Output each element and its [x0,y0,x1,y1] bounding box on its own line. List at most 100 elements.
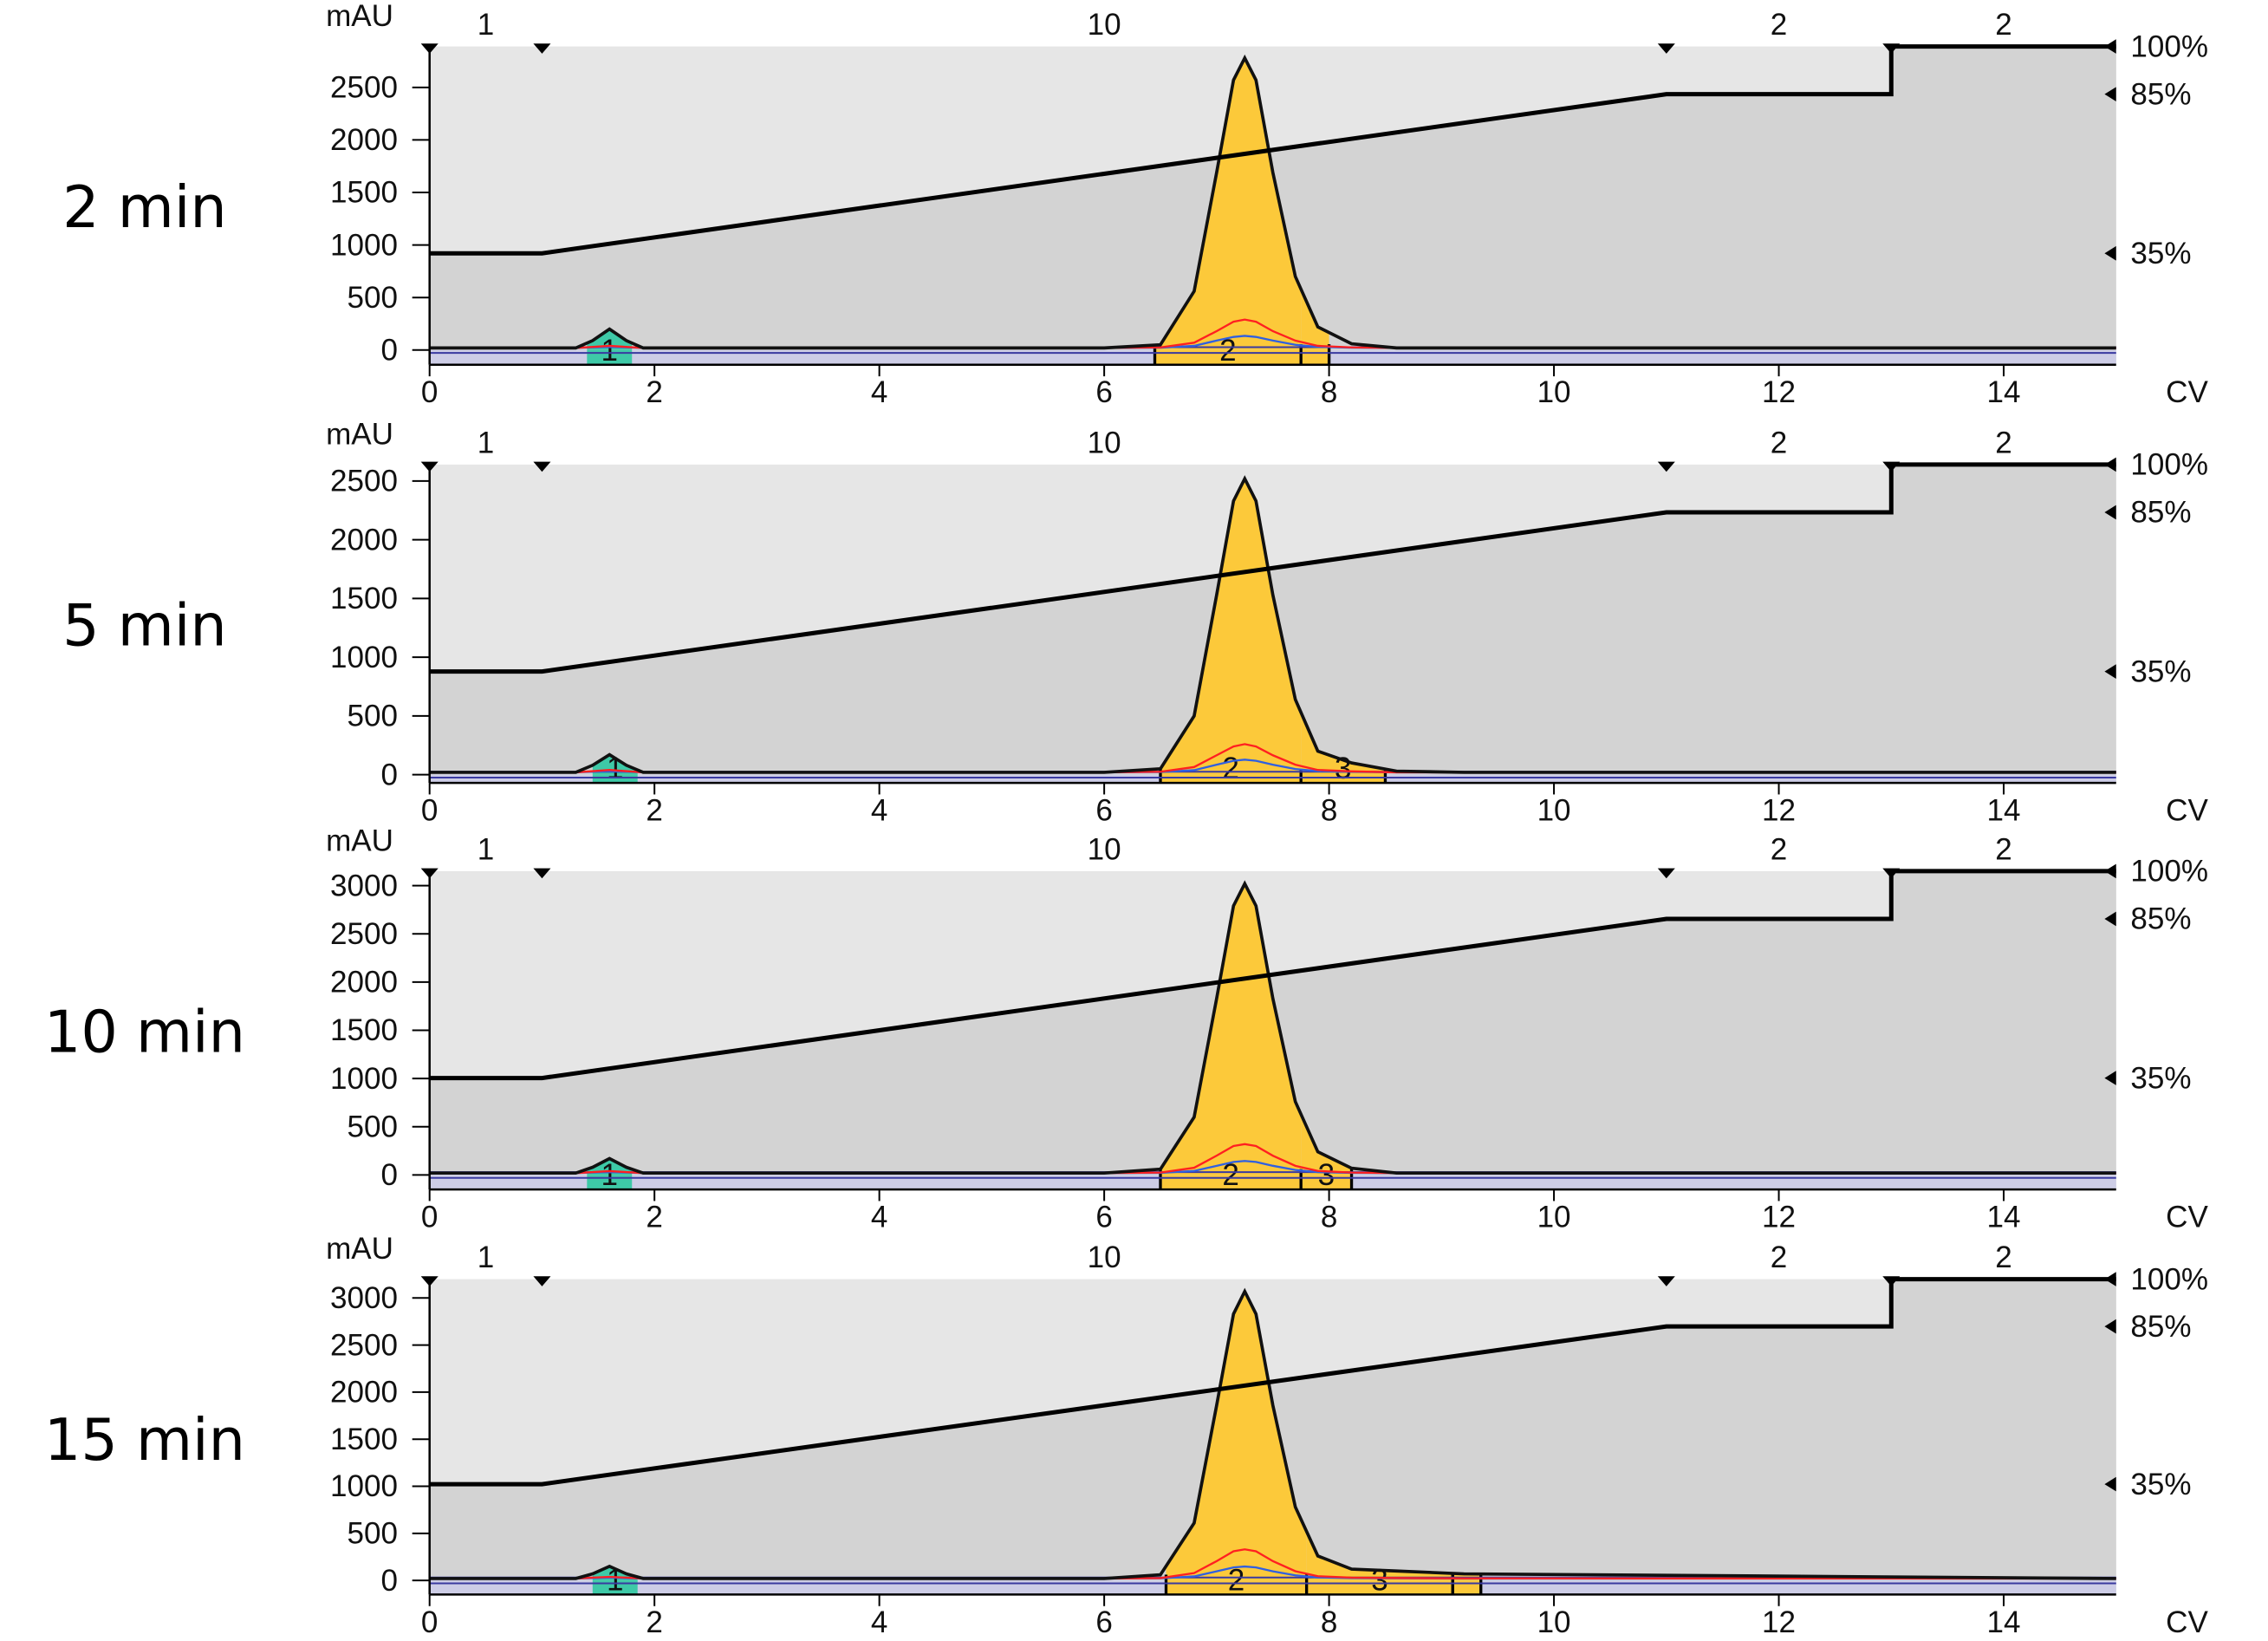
y-tick-label: 2000 [330,123,398,157]
segment-label: 1 [478,8,494,42]
segment-label: 2 [1771,1241,1787,1274]
uv-trace [429,475,2116,774]
y-axis-label: mAU [326,0,393,33]
fraction-label: 2 [1228,1563,1244,1597]
y2-tick-label: 35% [2130,237,2191,270]
fraction-label: 1 [601,1158,618,1192]
y-tick-label: 1000 [330,1062,398,1096]
y2-tick [2104,863,2116,879]
y2-tick-label: 85% [2130,496,2191,530]
y2-tick [2104,505,2116,520]
segment-marker [1882,1276,1901,1286]
uv-trace [429,1287,2116,1580]
y-tick-label: 2000 [330,1376,398,1410]
y2-tick-label: 100% [2130,855,2208,889]
y2-tick [2104,1476,2116,1492]
x-tick-label: 10 [1537,1200,1571,1234]
peak-fill [1301,712,1386,775]
fraction-bar [1301,774,1386,784]
x-tick-label: 10 [1537,1605,1571,1639]
row-label: 2 min [62,173,227,241]
x-tick-label: 12 [1762,793,1796,827]
y-tick-label: 0 [380,1158,397,1192]
segment-marker [533,43,551,54]
uv-trace [429,318,2116,349]
segment-label: 10 [1088,833,1121,867]
x-tick-label: 14 [1987,1605,2021,1639]
peak-fill [1301,1114,1352,1175]
x-tick-label: 12 [1762,1605,1796,1639]
gradient-line [429,869,2116,1081]
peak-fill [1160,883,1302,1175]
y2-tick-label: 35% [2130,654,2191,688]
y-tick-label: 0 [380,758,397,791]
y2-tick-label: 35% [2130,1468,2191,1501]
uv-trace [429,743,2116,774]
y-tick-label: 3000 [330,1281,398,1315]
x-tick-label: 8 [1321,375,1337,409]
segment-marker [1657,1276,1675,1286]
x-tick-label: 2 [646,1605,662,1639]
segment-label: 2 [1995,427,2011,460]
y-tick-label: 2000 [330,966,398,1000]
y2-tick [2104,1319,2116,1334]
y2-tick [2104,664,2116,679]
y-tick-label: 500 [348,1110,398,1143]
x-tick-label: 14 [1987,793,2021,827]
segment-label: 10 [1088,8,1121,42]
segment-label: 10 [1088,1241,1121,1274]
y2-tick [2104,245,2116,261]
y2-tick-label: 85% [2130,1310,2191,1344]
segment-marker [533,868,551,879]
y-tick-label: 1500 [330,582,398,615]
x-tick-label: 2 [646,793,662,827]
y2-tick [2104,457,2116,472]
segment-label: 2 [1995,8,2011,42]
x-tick-label: 4 [871,1605,887,1639]
y-tick-label: 2000 [330,523,398,557]
x-tick-label: 14 [1987,375,2021,409]
x-axis-label: CV [2166,375,2208,409]
peak-fill [587,329,633,350]
y2-tick [2104,87,2116,102]
peak-fill [1306,1531,1453,1581]
segment-label: 2 [1771,8,1787,42]
y-tick-label: 2500 [330,465,398,498]
y-tick-label: 1500 [330,1013,398,1047]
fraction-label: 2 [1219,334,1236,368]
segment-marker [420,43,439,54]
segment-label: 10 [1088,427,1121,460]
peak-fill [1160,479,1302,775]
uv-trace [429,54,2116,350]
x-tick-label: 0 [421,375,438,409]
x-axis-label: CV [2166,1200,2208,1234]
segment-marker [1657,43,1675,54]
fraction-label: 1 [601,334,618,368]
segment-label: 2 [1771,833,1787,867]
x-tick-label: 8 [1321,1200,1337,1234]
segment-marker [1882,461,1901,472]
peak-fill [1301,289,1329,350]
fraction-label: 2 [1222,752,1238,785]
x-tick-label: 0 [421,793,438,827]
y-tick-label: 0 [380,1564,397,1598]
y2-tick [2104,39,2116,54]
uv-trace [429,1143,2116,1175]
fraction-label: 3 [1371,1563,1387,1597]
y-axis-label: mAU [326,1232,393,1266]
y-tick-label: 2500 [330,71,398,105]
y2-tick [2104,911,2116,927]
y-tick-label: 1000 [330,1469,398,1503]
y2-tick-label: 100% [2130,448,2208,482]
y2-tick [2104,1071,2116,1085]
x-tick-label: 0 [421,1200,438,1234]
segment-marker [420,868,439,879]
segment-label: 1 [478,833,494,867]
y2-tick-label: 85% [2130,77,2191,111]
segment-marker [533,1276,551,1286]
y-tick-label: 500 [348,700,398,733]
y-tick-label: 0 [380,333,397,367]
y-tick-label: 1500 [330,176,398,210]
y-axis-label: mAU [326,824,393,858]
segment-label: 2 [1995,833,2011,867]
